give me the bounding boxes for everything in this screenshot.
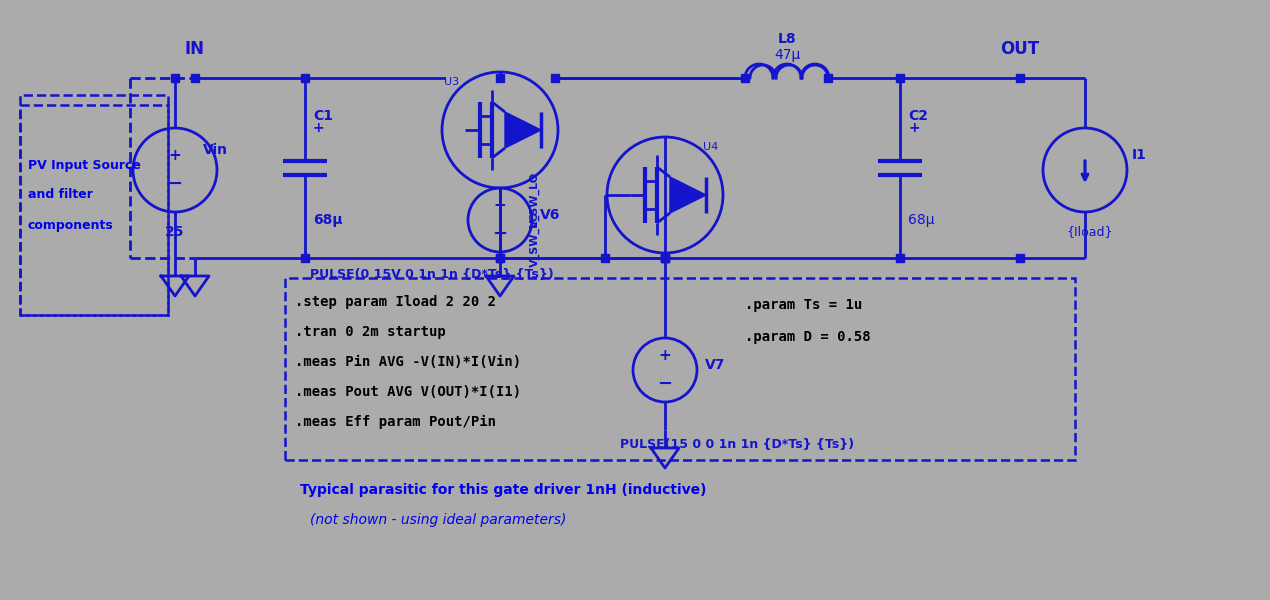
Text: .meas Pout AVG V(OUT)*I(I1): .meas Pout AVG V(OUT)*I(I1) xyxy=(295,385,521,399)
Bar xyxy=(20,95,168,315)
Text: V7: V7 xyxy=(705,358,725,372)
Text: V_SW_LO: V_SW_LO xyxy=(530,172,540,228)
Bar xyxy=(20,105,168,315)
Text: .meas Eff param Pout/Pin: .meas Eff param Pout/Pin xyxy=(295,415,497,429)
Text: components: components xyxy=(28,218,114,232)
Text: 47μ: 47μ xyxy=(773,48,800,62)
Text: −: − xyxy=(658,375,673,393)
Text: Vin: Vin xyxy=(203,143,229,157)
Text: I1: I1 xyxy=(1132,148,1147,162)
Text: {Iload}: {Iload} xyxy=(1067,226,1114,238)
Text: .tran 0 2m startup: .tran 0 2m startup xyxy=(295,325,446,339)
Text: V6: V6 xyxy=(540,208,560,222)
Polygon shape xyxy=(505,112,541,148)
Text: PULSE(15 0 0 1n 1n {D*Ts} {Ts}): PULSE(15 0 0 1n 1n {D*Ts} {Ts}) xyxy=(620,439,855,451)
Text: L8: L8 xyxy=(777,32,796,46)
Text: (not shown - using ideal parameters): (not shown - using ideal parameters) xyxy=(310,513,566,527)
Text: Typical parasitic for this gate driver 1nH (inductive): Typical parasitic for this gate driver 1… xyxy=(300,483,706,497)
Text: +: + xyxy=(494,199,507,214)
Text: −: − xyxy=(168,175,183,193)
Text: 25: 25 xyxy=(165,225,184,239)
Text: 68μ: 68μ xyxy=(908,213,935,227)
Text: .meas Pin AVG -V(IN)*I(Vin): .meas Pin AVG -V(IN)*I(Vin) xyxy=(295,355,521,369)
Text: 68μ: 68μ xyxy=(312,213,343,227)
Text: .step param Iload 2 20 2: .step param Iload 2 20 2 xyxy=(295,295,497,309)
Text: +: + xyxy=(908,121,919,135)
Text: U4: U4 xyxy=(704,142,719,152)
Text: C1: C1 xyxy=(312,109,333,123)
Text: −: − xyxy=(493,225,508,243)
Text: +: + xyxy=(659,349,672,364)
Text: .param D = 0.58: .param D = 0.58 xyxy=(745,330,871,344)
Text: PULSE(0 15V 0 1n 1n {D*Ts} {Ts}): PULSE(0 15V 0 1n 1n {D*Ts} {Ts}) xyxy=(310,268,554,281)
Text: +: + xyxy=(169,148,182,163)
Text: IN: IN xyxy=(185,40,204,58)
Text: .param Ts = 1u: .param Ts = 1u xyxy=(745,298,862,312)
Text: U3: U3 xyxy=(444,77,460,87)
Text: V_SW_LO: V_SW_LO xyxy=(530,211,540,267)
Text: PV Input Source: PV Input Source xyxy=(28,158,141,172)
Polygon shape xyxy=(671,177,706,213)
Text: C2: C2 xyxy=(908,109,928,123)
Text: +: + xyxy=(312,121,325,135)
Text: and filter: and filter xyxy=(28,188,93,202)
Bar xyxy=(284,278,1074,460)
Text: OUT: OUT xyxy=(1001,40,1040,58)
